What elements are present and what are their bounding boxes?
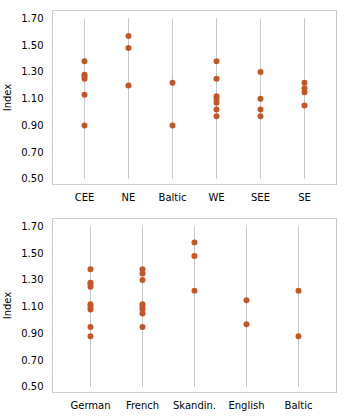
svg-text:Index: Index xyxy=(2,84,13,112)
svg-text:1.10: 1.10 xyxy=(21,93,43,104)
svg-text:0.90: 0.90 xyxy=(21,328,43,339)
svg-text:Index: Index xyxy=(2,292,13,320)
svg-text:0.70: 0.70 xyxy=(21,147,43,158)
svg-text:WE: WE xyxy=(208,192,224,203)
svg-text:1.10: 1.10 xyxy=(21,301,43,312)
svg-text:1.70: 1.70 xyxy=(21,13,43,24)
svg-text:English: English xyxy=(228,400,264,411)
svg-text:Skandin.: Skandin. xyxy=(173,400,216,411)
svg-text:1.30: 1.30 xyxy=(21,66,43,77)
svg-text:1.50: 1.50 xyxy=(21,248,43,259)
svg-text:Baltic: Baltic xyxy=(159,192,187,203)
svg-text:1.30: 1.30 xyxy=(21,274,43,285)
svg-text:SEE: SEE xyxy=(251,192,270,203)
svg-text:German: German xyxy=(70,400,110,411)
svg-text:French: French xyxy=(126,400,159,411)
svg-text:1.70: 1.70 xyxy=(21,221,43,232)
svg-text:1.50: 1.50 xyxy=(21,40,43,51)
svg-text:NE: NE xyxy=(122,192,136,203)
svg-text:Baltic: Baltic xyxy=(285,400,313,411)
svg-text:0.50: 0.50 xyxy=(21,381,43,392)
svg-text:0.50: 0.50 xyxy=(21,173,43,184)
svg-text:CEE: CEE xyxy=(75,192,95,203)
svg-text:0.70: 0.70 xyxy=(21,355,43,366)
svg-text:SE: SE xyxy=(298,192,311,203)
svg-text:0.90: 0.90 xyxy=(21,120,43,131)
